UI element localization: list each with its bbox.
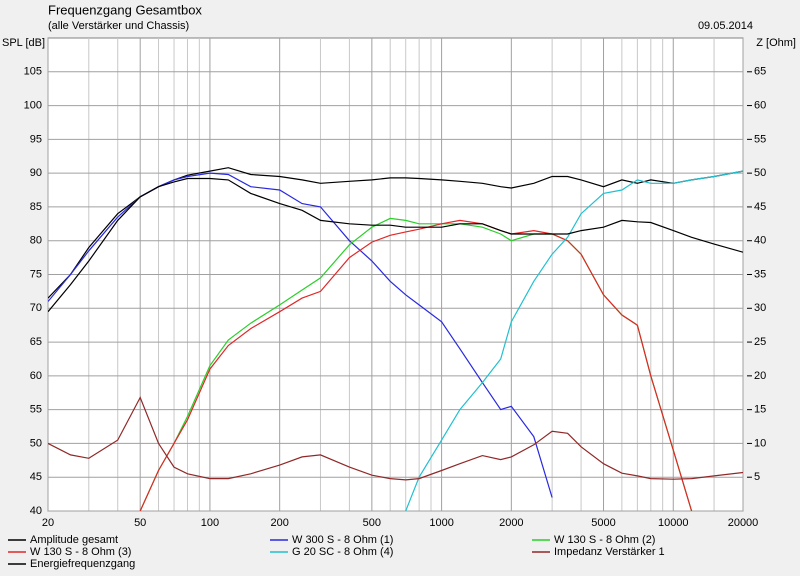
y2-tick-label: 25	[754, 336, 766, 348]
y-tick-label: 80	[30, 235, 42, 247]
y2-tick-label: 40	[754, 235, 766, 247]
y-tick-label: 100	[24, 99, 42, 111]
legend-label: Amplitude gesamt	[30, 534, 118, 546]
chart-title: Frequenzgang Gesamtbox	[48, 2, 202, 17]
legend-label: W 130 S - 8 Ohm (2)	[554, 534, 655, 546]
legend-label: W 300 S - 8 Ohm (1)	[292, 534, 393, 546]
legend-label: Energiefrequenzgang	[30, 558, 135, 570]
series-line	[48, 177, 743, 313]
legend-label: G 20 SC - 8 Ohm (4)	[292, 546, 393, 558]
y-tick-label: 60	[30, 370, 42, 382]
y-tick-label: 55	[30, 404, 42, 416]
series-line	[405, 170, 743, 511]
y-axis-label: SPL [dB]	[2, 37, 45, 49]
y-tick-label: 90	[30, 167, 42, 179]
x-tick-label: 1000	[429, 517, 453, 529]
y2-tick-label: 10	[754, 437, 766, 449]
x-tick-label: 20	[42, 517, 54, 529]
y2-tick-label: 65	[754, 66, 766, 78]
series-line	[139, 219, 693, 511]
series-line	[48, 396, 743, 481]
y2-tick-label: 45	[754, 201, 766, 213]
y-tick-label: 85	[30, 201, 42, 213]
y2-axis-label: Z [Ohm]	[756, 37, 796, 49]
x-tick-label: 10000	[658, 517, 689, 529]
x-tick-label: 50	[134, 517, 146, 529]
y2-tick-label: 20	[754, 370, 766, 382]
x-tick-label: 200	[270, 517, 288, 529]
x-tick-label: 20000	[728, 517, 759, 529]
x-tick-label: 2000	[499, 517, 523, 529]
y2-tick-label: 30	[754, 302, 766, 314]
y-tick-label: 70	[30, 302, 42, 314]
y-tick-label: 95	[30, 133, 42, 145]
y-tick-label: 40	[30, 505, 42, 517]
y2-tick-label: 50	[754, 167, 766, 179]
y2-tick-label: 15	[754, 404, 766, 416]
y-tick-label: 75	[30, 268, 42, 280]
y-tick-label: 50	[30, 437, 42, 449]
y2-tick-label: 35	[754, 268, 766, 280]
y2-tick-label: 5	[754, 471, 760, 483]
y-tick-label: 45	[30, 471, 42, 483]
y-tick-label: 65	[30, 336, 42, 348]
y2-tick-label: 55	[754, 133, 766, 145]
chart-subtitle: (alle Verstärker und Chassis)	[48, 20, 189, 32]
y2-tick-label: 60	[754, 99, 766, 111]
legend-label: W 130 S - 8 Ohm (3)	[30, 546, 131, 558]
legend-label: Impedanz Verstärker 1	[554, 546, 665, 558]
x-tick-label: 500	[363, 517, 381, 529]
x-tick-label: 5000	[591, 517, 615, 529]
chart-date: 09.05.2014	[698, 20, 753, 32]
y-tick-label: 105	[24, 66, 42, 78]
x-tick-label: 100	[201, 517, 219, 529]
